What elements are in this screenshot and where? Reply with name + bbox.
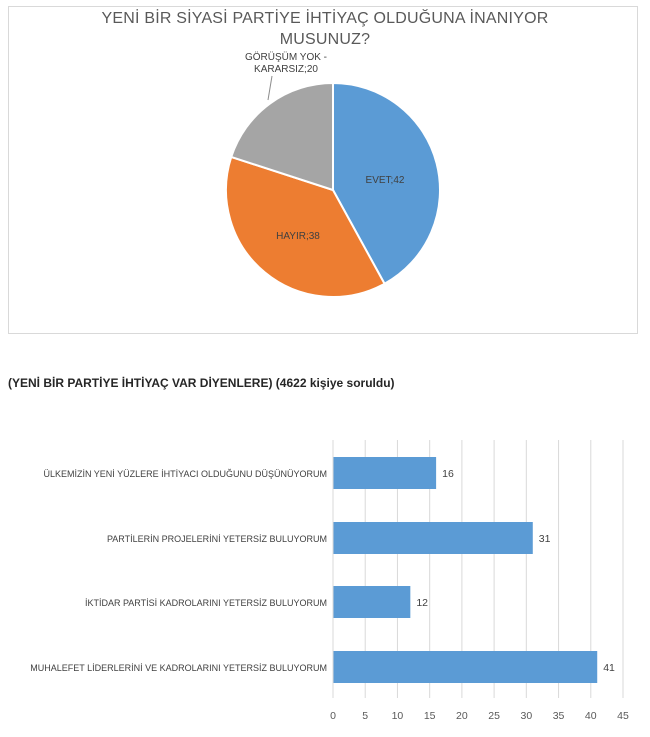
bar-2 [333, 522, 533, 554]
pie-chart-title: YENİ BİR SİYASİ PARTİYE İHTİYAÇ OLDUĞUNA… [0, 8, 650, 50]
x-tick-label: 0 [330, 710, 336, 722]
pie-slice-label-3-line-1: GÖRÜŞÜM YOK - [245, 51, 327, 63]
pie-chart-title-line-1: YENİ BİR SİYASİ PARTİYE İHTİYAÇ OLDUĞUNA… [101, 10, 549, 27]
pie-slice-label-2: HAYIR;38 [276, 231, 320, 242]
x-tick-label: 25 [488, 710, 500, 722]
pie-slice-label-1: EVET;42 [366, 175, 405, 186]
pie-slice-2 [225, 155, 386, 298]
pie-slice-3 [229, 81, 334, 192]
bar-value-label-4: 41 [603, 662, 615, 674]
x-tick-label: 35 [553, 710, 565, 722]
bar-value-label-1: 16 [442, 468, 454, 480]
category-label-4: MUHALEFET LİDERLERİNİ VE KADROLARINI YET… [30, 663, 327, 673]
x-tick-label: 20 [456, 710, 468, 722]
x-tick-label: 40 [585, 710, 597, 722]
category-label-2: PARTİLERİN PROJELERİNİ YETERSİZ BULUYORU… [107, 534, 327, 544]
pie-label-leader-line [267, 75, 273, 101]
pie-slice-1 [332, 81, 441, 286]
x-tick-label: 15 [424, 710, 436, 722]
category-label-3: İKTİDAR PARTİSİ KADROLARINI YETERSİZ BUL… [85, 598, 327, 608]
x-tick-label: 10 [392, 710, 404, 722]
bar-1 [333, 457, 437, 489]
pie-chart-title-line-2: MUSUNUZ? [279, 31, 371, 48]
pie-slice-label-3-line-2: KARARSIZ;20 [254, 64, 318, 75]
bar-value-label-2: 31 [539, 533, 551, 545]
bar-3 [333, 586, 411, 618]
bar-value-label-3: 12 [416, 597, 428, 609]
bar-4 [333, 651, 598, 683]
category-label-1: ÜLKEMİZİN YENİ YÜZLERE İHTİYACI OLDUĞUNU… [43, 469, 327, 479]
x-tick-label: 5 [362, 710, 368, 722]
pie-chart: EVET;42 HAYIR;38 GÖRÜŞÜM YOK -KARARSIZ;20 [225, 51, 441, 298]
bar-chart-title: (YENİ BİR PARTİYE İHTİYAÇ VAR DİYENLERE)… [8, 376, 395, 390]
x-tick-label: 45 [617, 710, 629, 722]
x-tick-label: 30 [520, 710, 532, 722]
